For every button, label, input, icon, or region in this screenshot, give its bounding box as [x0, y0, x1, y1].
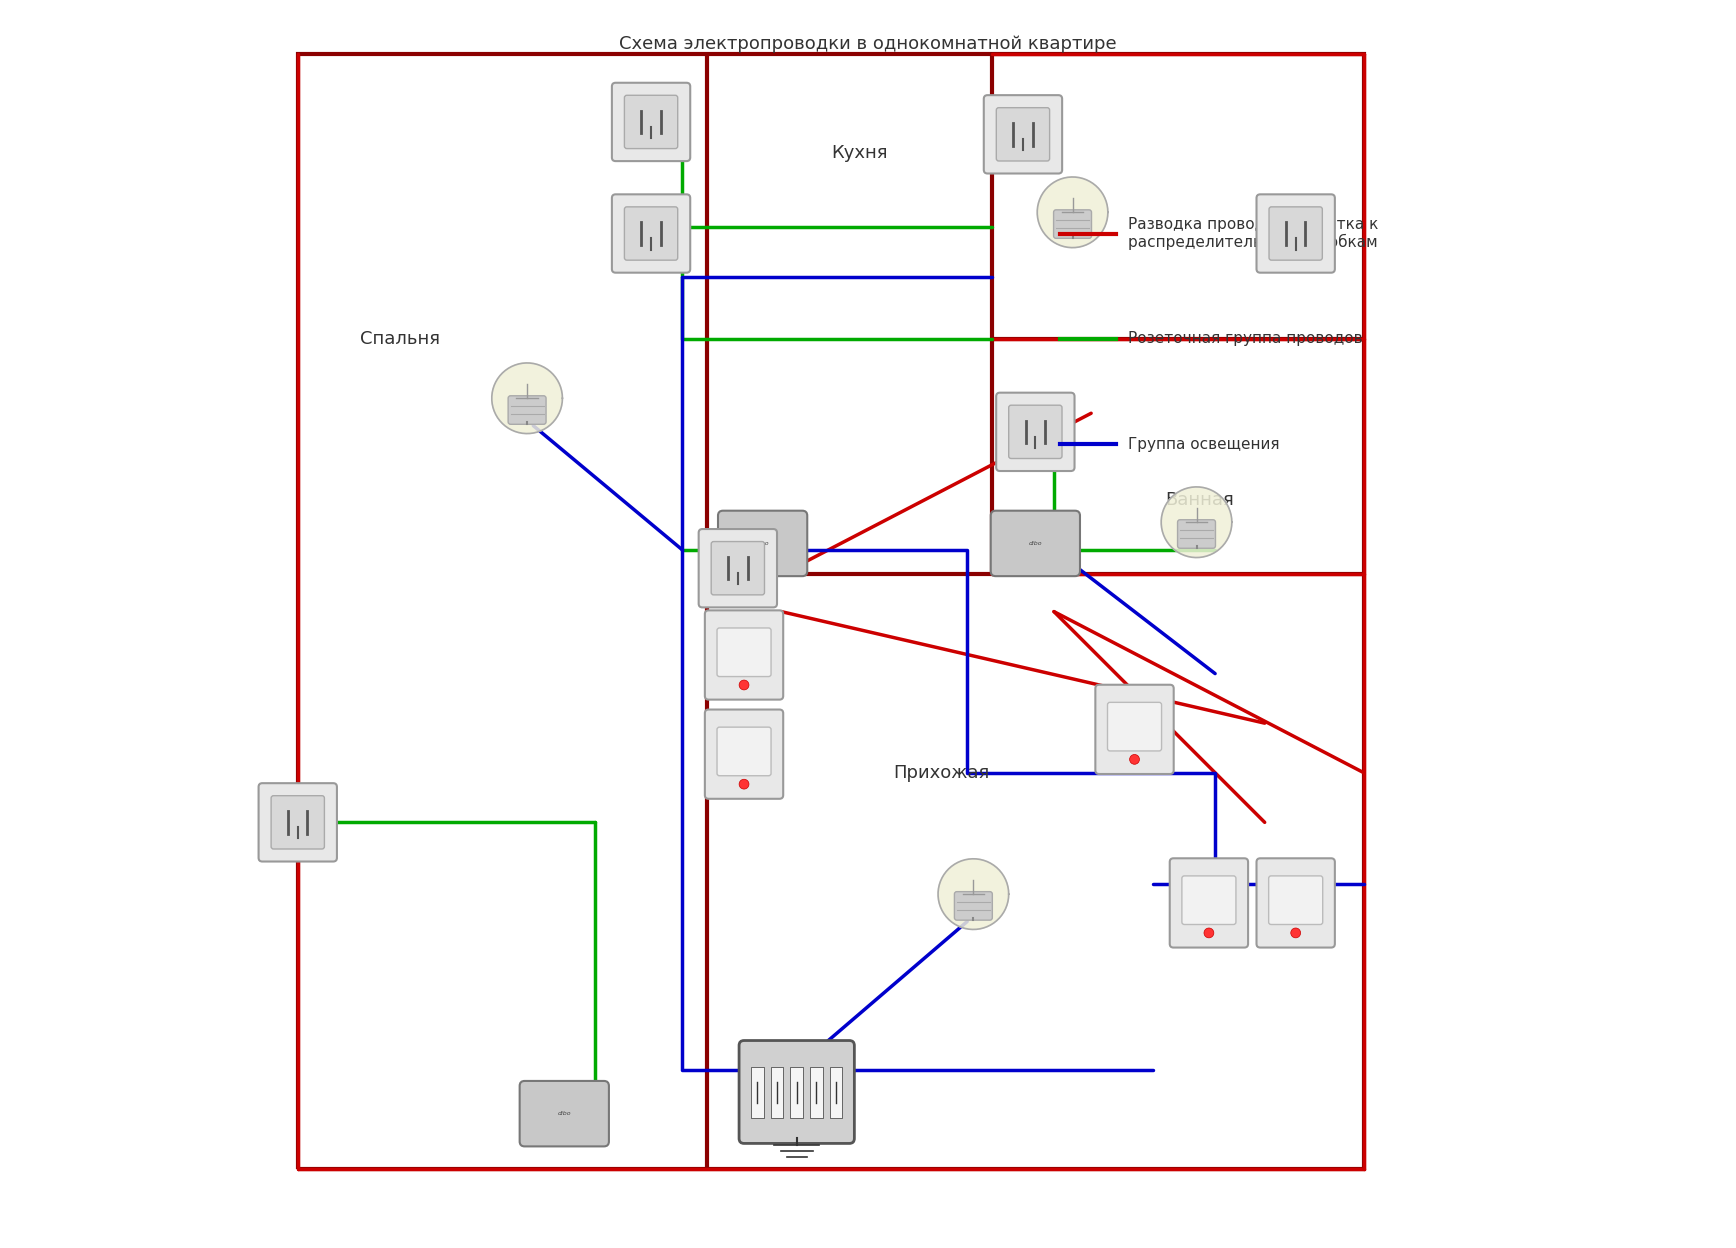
FancyBboxPatch shape: [991, 510, 1080, 577]
Circle shape: [1205, 929, 1213, 937]
Circle shape: [1130, 755, 1139, 764]
FancyBboxPatch shape: [1257, 859, 1335, 947]
FancyBboxPatch shape: [509, 396, 547, 424]
FancyBboxPatch shape: [712, 542, 764, 595]
Text: Розеточная группа проводов: Розеточная группа проводов: [1128, 332, 1363, 347]
Bar: [790, 1067, 804, 1118]
Text: Схема электропроводки в однокомнатной квартире: Схема электропроводки в однокомнатной кв…: [620, 35, 1116, 54]
Text: dibo: dibo: [1028, 540, 1042, 545]
FancyBboxPatch shape: [1177, 519, 1215, 548]
Bar: [830, 1067, 842, 1118]
FancyBboxPatch shape: [519, 1081, 609, 1147]
Text: Кухня: Кухня: [832, 144, 887, 162]
FancyBboxPatch shape: [996, 107, 1050, 161]
FancyBboxPatch shape: [984, 95, 1062, 173]
Circle shape: [1292, 929, 1300, 937]
Text: Спальня: Спальня: [359, 329, 439, 348]
Text: Разводка проводки от щитка к
распределительным коробкам: Разводка проводки от щитка к распределит…: [1128, 217, 1378, 251]
FancyBboxPatch shape: [1182, 876, 1236, 925]
FancyBboxPatch shape: [717, 628, 771, 676]
FancyBboxPatch shape: [1257, 195, 1335, 272]
Circle shape: [740, 680, 748, 690]
Polygon shape: [1038, 177, 1108, 247]
Polygon shape: [937, 859, 1009, 930]
Polygon shape: [1161, 487, 1233, 558]
FancyBboxPatch shape: [259, 784, 337, 861]
FancyBboxPatch shape: [1095, 685, 1174, 774]
FancyBboxPatch shape: [611, 195, 691, 272]
Text: dibo: dibo: [557, 1111, 571, 1116]
FancyBboxPatch shape: [271, 796, 325, 849]
FancyBboxPatch shape: [955, 891, 993, 920]
Text: Ванная: Ванная: [1165, 490, 1234, 509]
FancyBboxPatch shape: [1269, 876, 1323, 925]
FancyBboxPatch shape: [625, 207, 677, 260]
Polygon shape: [491, 363, 562, 433]
FancyBboxPatch shape: [705, 610, 783, 700]
Text: Прихожая: Прихожая: [892, 764, 990, 781]
FancyBboxPatch shape: [1170, 859, 1248, 947]
FancyBboxPatch shape: [1054, 210, 1092, 238]
Text: Группа освещения: Группа освещения: [1128, 437, 1279, 452]
Text: dibo: dibo: [755, 540, 769, 545]
FancyBboxPatch shape: [740, 1041, 854, 1143]
Circle shape: [740, 779, 748, 789]
FancyBboxPatch shape: [719, 510, 807, 577]
Bar: [771, 1067, 783, 1118]
Bar: [811, 1067, 823, 1118]
FancyBboxPatch shape: [705, 710, 783, 799]
FancyBboxPatch shape: [1009, 406, 1062, 458]
FancyBboxPatch shape: [717, 728, 771, 776]
FancyBboxPatch shape: [611, 82, 691, 161]
FancyBboxPatch shape: [1108, 703, 1161, 751]
FancyBboxPatch shape: [1269, 207, 1323, 260]
FancyBboxPatch shape: [698, 529, 778, 608]
Bar: [752, 1067, 764, 1118]
FancyBboxPatch shape: [996, 393, 1075, 470]
FancyBboxPatch shape: [625, 95, 677, 149]
